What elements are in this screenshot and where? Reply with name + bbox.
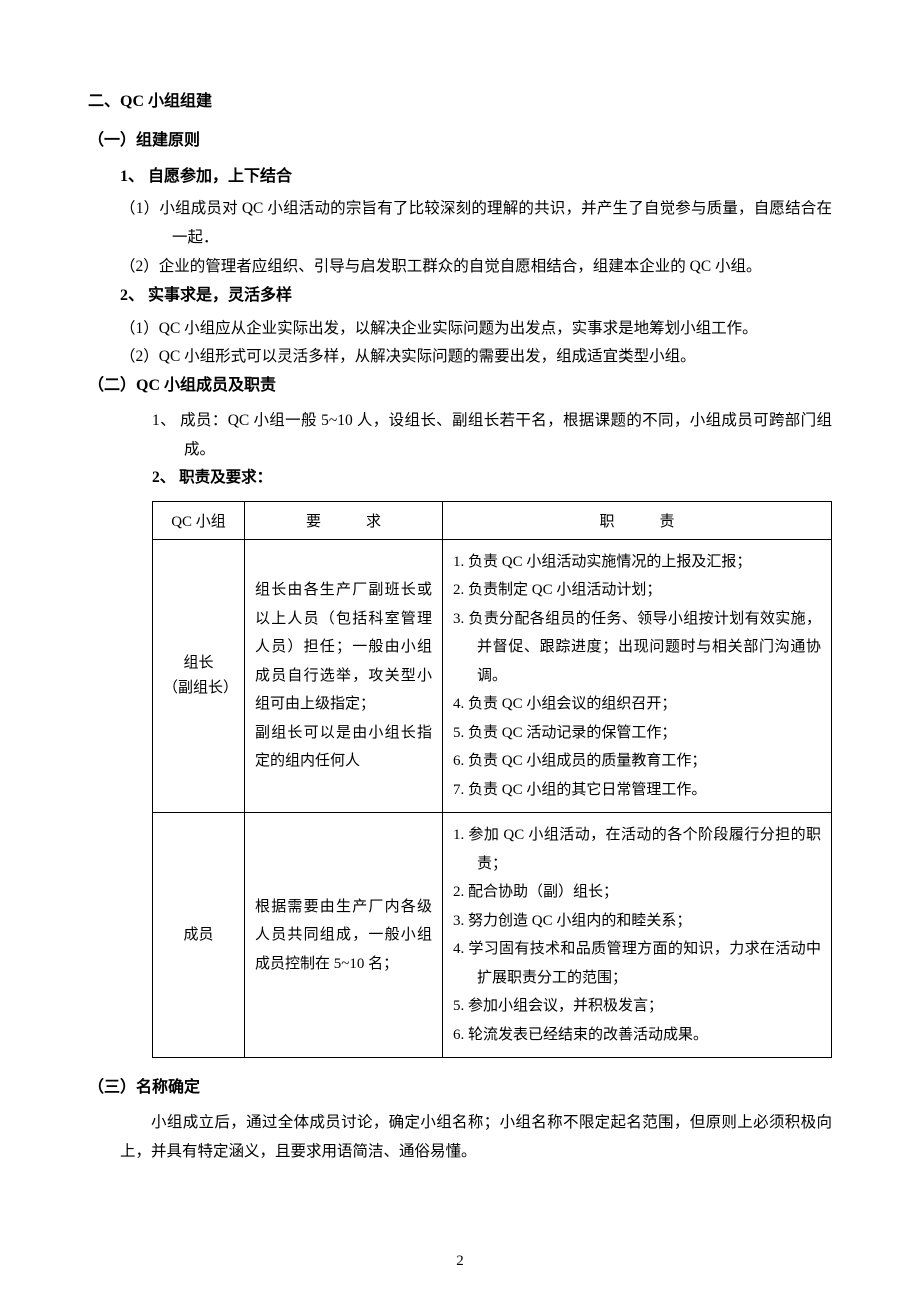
qc-role-table: QC 小组 要 求 职 责 组长（副组长） 组长由各生产厂副班长或以上人员（包括… xyxy=(152,501,832,1059)
duty-cell: 1. 负责 QC 小组活动实施情况的上报及汇报； 2. 负责制定 QC 小组活动… xyxy=(443,539,832,813)
role-cell: 成员 xyxy=(153,813,245,1058)
duty-item: 2. 配合协助（副）组长； xyxy=(453,878,821,907)
item-heading: 2、 实事求是，灵活多样 xyxy=(88,281,832,311)
duty-item: 1. 参加 QC 小组活动，在活动的各个阶段履行分担的职责； xyxy=(453,821,821,878)
item-heading: 2、 职责及要求： xyxy=(88,464,832,493)
table-header-role: QC 小组 xyxy=(153,501,245,539)
table-header-req: 要 求 xyxy=(245,501,443,539)
subsection-heading-3: （三）名称确定 xyxy=(88,1074,832,1103)
table-header-duty: 职 责 xyxy=(443,501,832,539)
duty-item: 6. 负责 QC 小组成员的质量教育工作； xyxy=(453,747,821,776)
table-row: 成员 根据需要由生产厂内各级人员共同组成，一般小组成员控制在 5~10 名； 1… xyxy=(153,813,832,1058)
duty-item: 3. 负责分配各组员的任务、领导小组按计划有效实施，并督促、跟踪进度；出现问题时… xyxy=(453,605,821,691)
duty-item: 6. 轮流发表已经结束的改善活动成果。 xyxy=(453,1021,821,1050)
duty-item: 4. 负责 QC 小组会议的组织召开； xyxy=(453,690,821,719)
role-cell: 组长（副组长） xyxy=(153,539,245,813)
table-wrapper: QC 小组 要 求 职 责 组长（副组长） 组长由各生产厂副班长或以上人员（包括… xyxy=(88,501,832,1059)
section-heading: 二、QC 小组组建 xyxy=(88,88,832,117)
subsection-heading-2: （二）QC 小组成员及职责 xyxy=(88,372,832,401)
paragraph: （2）QC 小组形式可以灵活多样，从解决实际问题的需要出发，组成适宜类型小组。 xyxy=(88,343,832,372)
duty-item: 5. 参加小组会议，并积极发言； xyxy=(453,992,821,1021)
paragraph: （1）小组成员对 QC 小组活动的宗旨有了比较深刻的理解的共识，并产生了自觉参与… xyxy=(88,195,832,252)
duty-cell: 1. 参加 QC 小组活动，在活动的各个阶段履行分担的职责； 2. 配合协助（副… xyxy=(443,813,832,1058)
paragraph: （1）QC 小组应从企业实际出发，以解决企业实际问题为出发点，实事求是地筹划小组… xyxy=(88,315,832,344)
duty-item: 7. 负责 QC 小组的其它日常管理工作。 xyxy=(453,776,821,805)
duty-item: 4. 学习固有技术和品质管理方面的知识，力求在活动中扩展职责分工的范围； xyxy=(453,935,821,992)
duty-item: 5. 负责 QC 活动记录的保管工作； xyxy=(453,719,821,748)
subsection-heading-1: （一）组建原则 xyxy=(88,127,832,156)
table-row: 组长（副组长） 组长由各生产厂副班长或以上人员（包括科室管理人员）担任；一般由小… xyxy=(153,539,832,813)
duty-item: 3. 努力创造 QC 小组内的和睦关系； xyxy=(453,907,821,936)
item-heading: 1、 自愿参加，上下结合 xyxy=(88,162,832,192)
duty-item: 2. 负责制定 QC 小组活动计划； xyxy=(453,576,821,605)
page-number: 2 xyxy=(0,1253,920,1270)
paragraph: 1、 成员：QC 小组一般 5~10 人，设组长、副组长若干名，根据课题的不同，… xyxy=(88,407,832,464)
req-cell: 根据需要由生产厂内各级人员共同组成，一般小组成员控制在 5~10 名； xyxy=(245,813,443,1058)
req-cell: 组长由各生产厂副班长或以上人员（包括科室管理人员）担任；一般由小组成员自行选举，… xyxy=(245,539,443,813)
paragraph: （2）企业的管理者应组织、引导与启发职工群众的自觉自愿相结合，组建本企业的 QC… xyxy=(88,253,832,282)
duty-item: 1. 负责 QC 小组活动实施情况的上报及汇报； xyxy=(453,548,821,577)
paragraph: 小组成立后，通过全体成员讨论，确定小组名称；小组名称不限定起名范围，但原则上必须… xyxy=(88,1109,832,1166)
